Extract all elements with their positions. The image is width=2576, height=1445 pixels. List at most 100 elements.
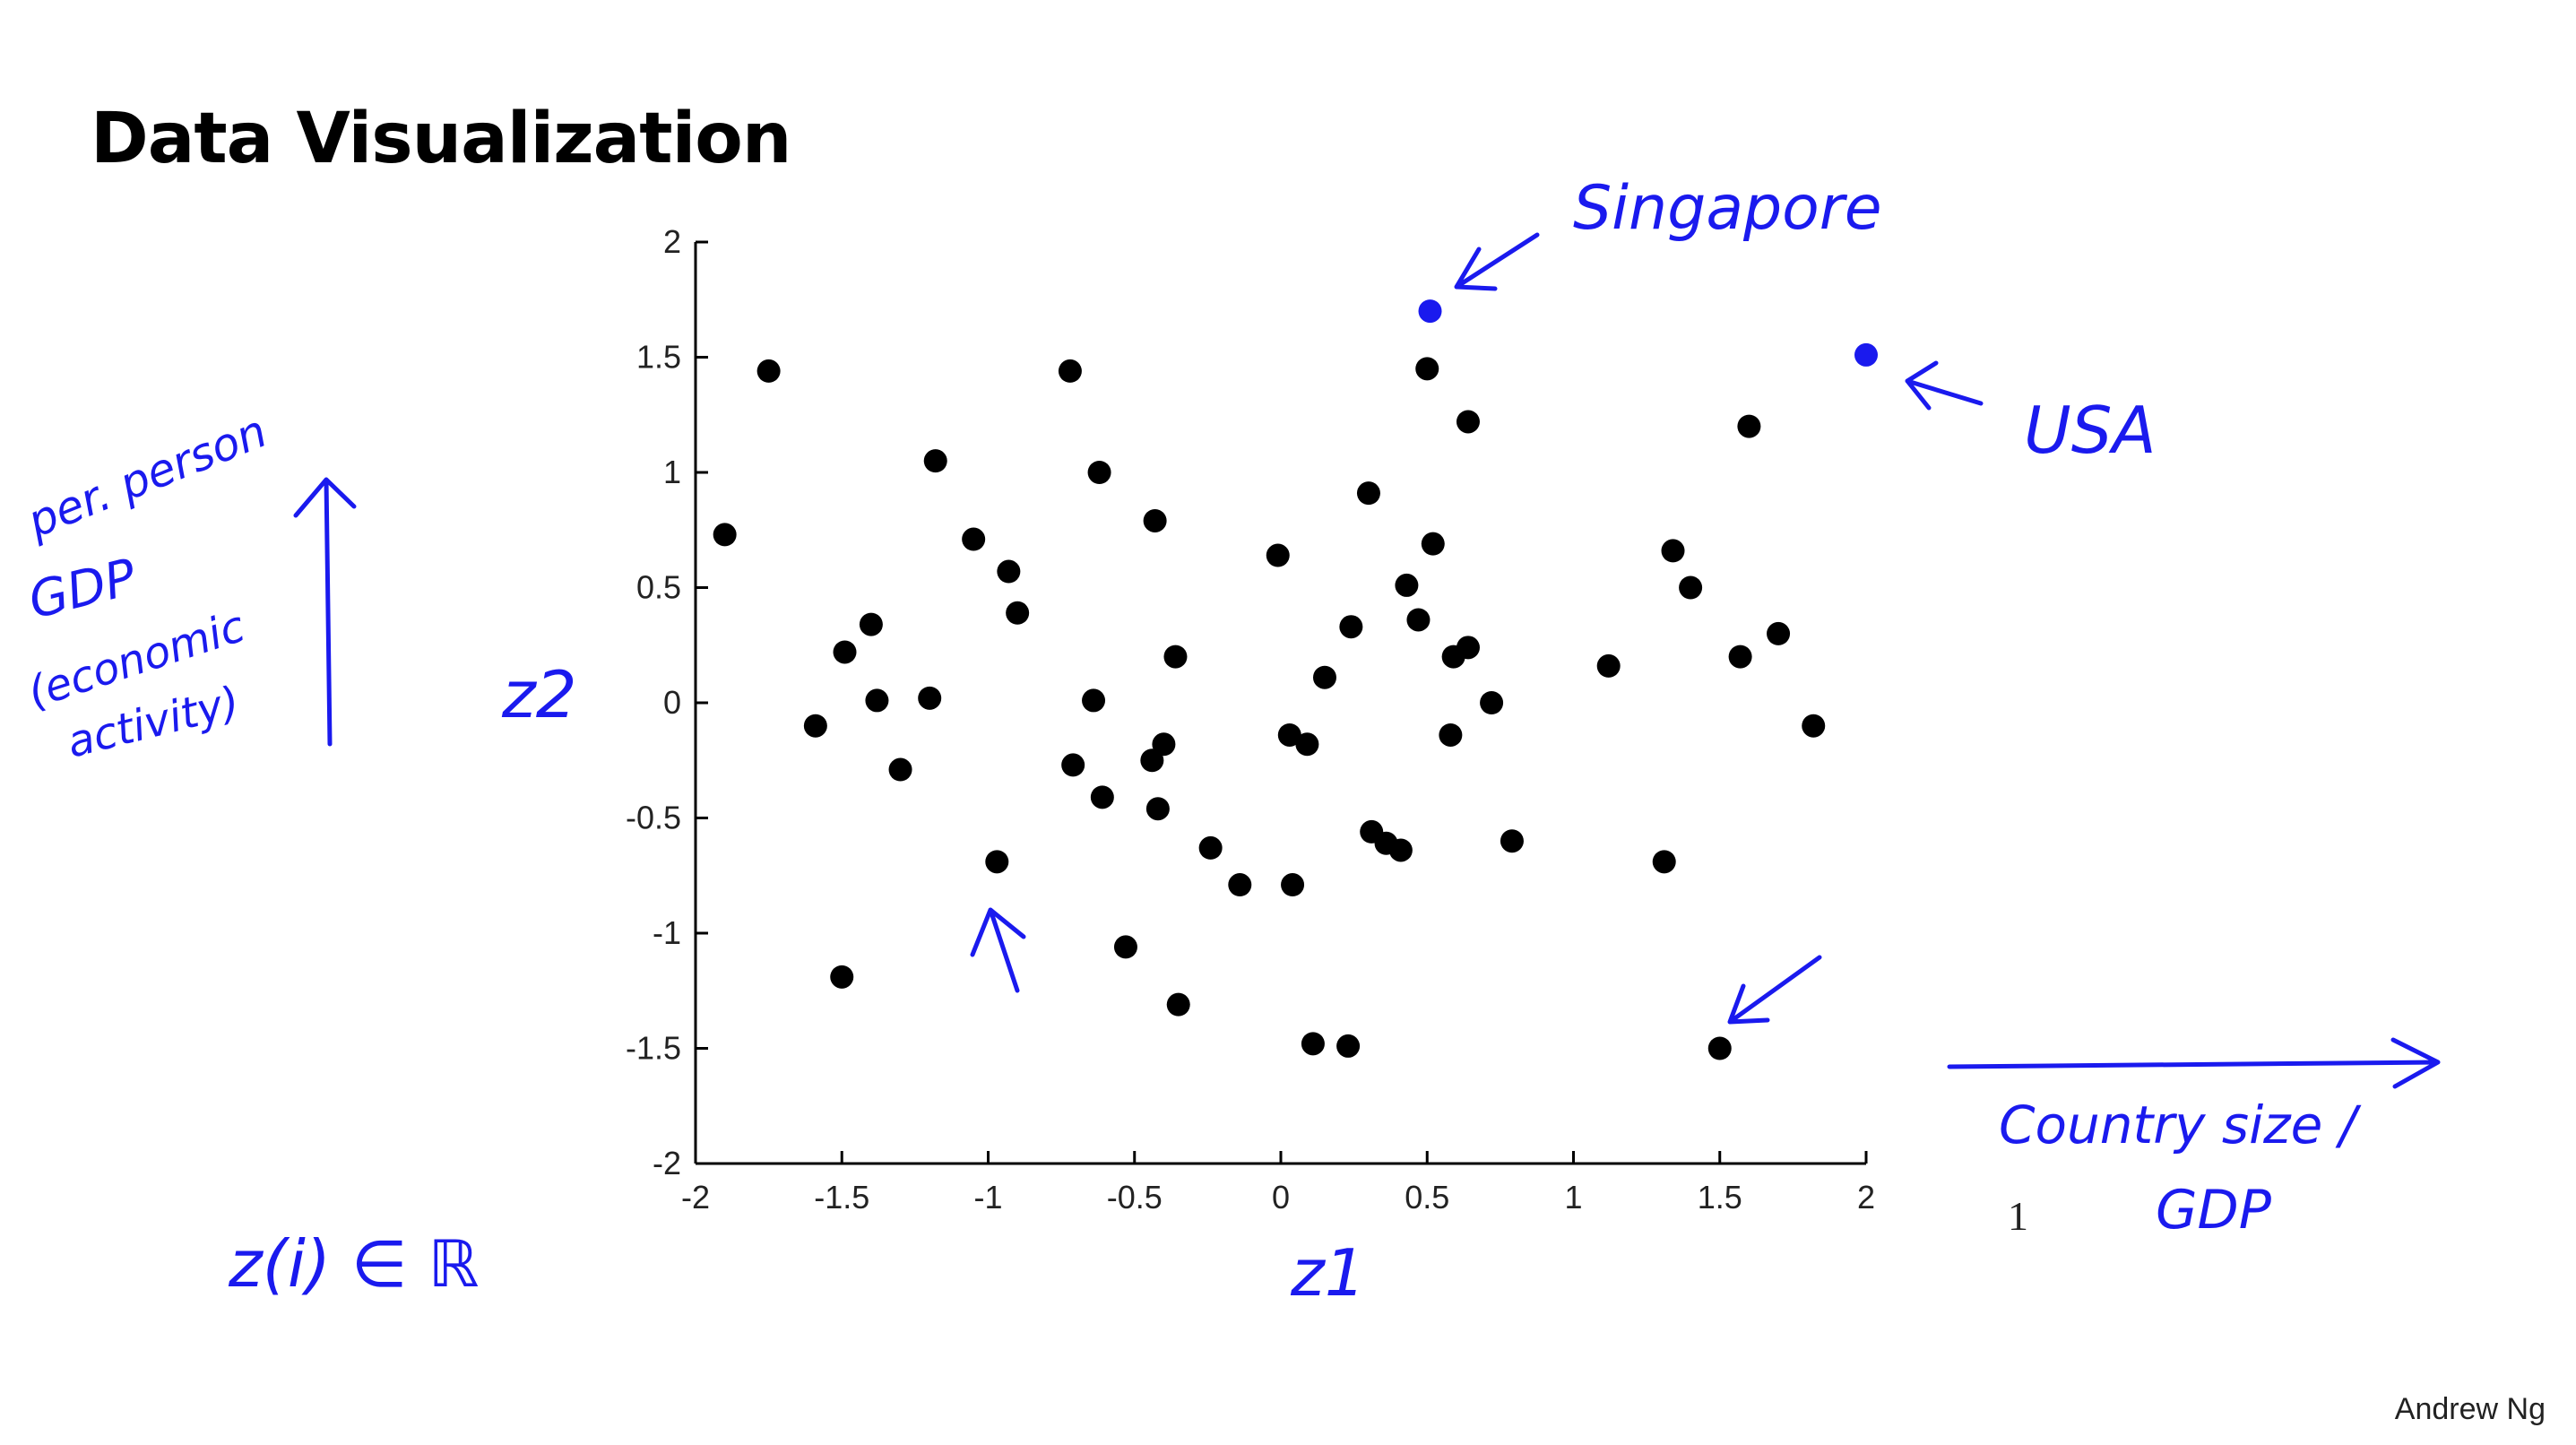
data-point [1388,838,1413,862]
data-point [923,449,947,473]
data-point [865,688,889,713]
lower-right-arrow [1727,955,1822,1025]
data-point [1140,748,1164,773]
x-meaning-line-2: GDP [2156,1179,2272,1242]
data-points [713,357,1826,1060]
data-point [1266,543,1290,567]
data-point [1058,359,1082,383]
x-axis-meaning-annotation: Country size / GDP [1947,1037,2441,1242]
data-point [1152,732,1176,757]
x-tick-label: 1 [1564,1179,1582,1216]
data-point [1087,461,1111,484]
z1-axis-symbol: z1 [1290,1235,1366,1311]
usa-annotation: USA [1905,360,2157,468]
data-point [1767,621,1791,645]
y-tick-label: -2 [653,1145,681,1181]
y-meaning-arrow [293,477,357,747]
y-tick-label: 2 [663,223,681,260]
data-point [1339,615,1363,639]
data-point [1277,722,1301,747]
data-point [888,757,912,782]
x-meaning-arrow [1947,1037,2441,1089]
data-point [1295,732,1319,757]
page-title: Data Visualization [91,99,791,179]
y-tick-label: 0 [663,684,681,721]
data-point [1145,797,1170,821]
data-point [1090,785,1114,809]
x-tick-label: -0.5 [1107,1179,1163,1216]
y-meaning-line-1: per. person [20,405,274,549]
data-point [985,850,1009,874]
data-point [1439,722,1463,747]
data-point [1802,714,1826,738]
x-meaning-line-1: Country size / [1999,1095,2362,1155]
y-tick-label: -0.5 [626,800,681,836]
stray-mark: 1 [2008,1193,2028,1239]
z-membership-label: z(i) ∈ ℝ [228,1226,480,1302]
data-point [1661,539,1685,563]
tick-marks: -2 -1.5 -1 -0.5 0 0.5 1 1.5 2 -2 -1.5 -1 -0.5 0 0.5 1 1.… [626,223,1875,1216]
singapore-annotation: Singapore [1454,173,1882,291]
data-point [962,527,986,551]
x-tick-label: -1 [973,1179,1002,1216]
data-point [1281,873,1305,897]
highlighted-points [1418,299,1878,367]
data-point [1312,665,1336,689]
data-point [1166,992,1190,1017]
data-point [756,359,781,383]
data-point [1596,653,1621,678]
data-point [1456,636,1480,660]
data-point [997,559,1021,584]
data-point [1652,850,1676,874]
data-point [1421,532,1445,556]
x-tick-label: -2 [681,1179,710,1216]
singapore-arrow [1454,232,1540,291]
data-point [1406,608,1431,632]
data-point [1456,410,1480,434]
y-axis-meaning-annotation: per. person GDP (economic activity) [20,405,357,768]
x-tick-label: -1.5 [814,1179,869,1216]
data-point [1082,688,1106,713]
data-point [1301,1032,1325,1056]
data-point [1728,645,1752,669]
data-point [1336,1034,1361,1058]
data-point [1143,508,1167,532]
y-tick-label: 0.5 [636,569,681,606]
data-point [1415,357,1439,381]
x-tick-label: 1.5 [1698,1179,1742,1216]
data-point [1707,1036,1732,1060]
data-point [1228,873,1252,897]
y-tick-label: 1.5 [636,339,681,376]
data-point [918,686,942,710]
x-tick-label: 0 [1272,1179,1290,1216]
usa-arrow [1905,360,1984,411]
data-point [1737,414,1761,438]
lower-left-up-arrow [970,907,1026,993]
data-point [1198,835,1223,860]
y-meaning-line-2: GDP [23,548,143,630]
data-point [830,965,854,989]
author-credit: Andrew Ng [2394,1392,2546,1426]
y-tick-label: -1.5 [626,1030,681,1067]
data-point [1679,575,1703,600]
data-point [1163,645,1188,669]
data-point [1113,935,1137,959]
highlight-point-usa [1854,342,1878,367]
singapore-label: Singapore [1573,173,1882,244]
data-point [1061,753,1085,777]
data-point [1480,691,1504,714]
usa-label: USA [2024,393,2157,468]
data-point [1356,481,1380,506]
x-tick-label: 2 [1857,1179,1875,1216]
data-point [1006,601,1030,625]
data-point [803,714,827,738]
data-point [1500,829,1524,853]
data-point [859,612,883,636]
z2-axis-symbol: z2 [501,657,577,732]
y-tick-label: 1 [663,454,681,490]
data-point [833,640,857,664]
data-point [713,523,737,547]
highlight-point-singapore [1418,299,1442,324]
data-point [1395,573,1419,597]
